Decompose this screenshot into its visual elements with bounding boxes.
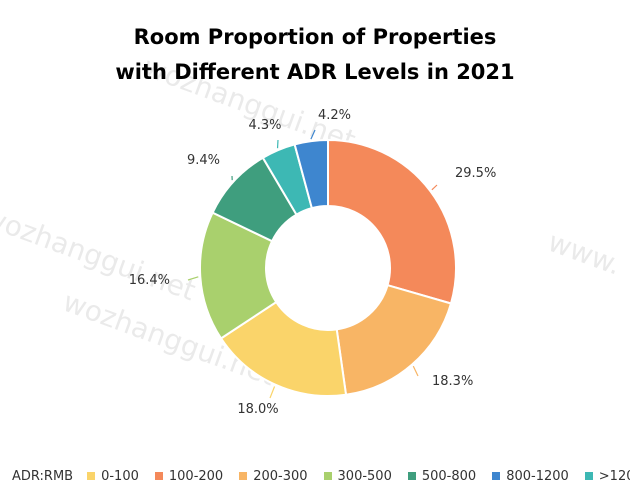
chart-title-line-2: with Different ADR Levels in 2021 xyxy=(115,60,515,84)
slice-label-100-200: 29.5% xyxy=(455,166,496,181)
legend-swatch xyxy=(239,472,248,480)
donut-slice-0-100 xyxy=(219,300,348,397)
legend-swatch xyxy=(323,472,332,480)
leader-line-100-200 xyxy=(431,184,438,191)
slice-label-500-800: 9.4% xyxy=(187,153,220,168)
legend-item-0-100: 0-100 xyxy=(87,469,139,484)
legend-item->1200: >1200 xyxy=(584,468,630,484)
leader-line-200-300 xyxy=(412,365,419,377)
legend-label: 100-200 xyxy=(168,468,224,484)
slice-label-200-300: 18.3% xyxy=(432,374,473,389)
donut-slice-100-200 xyxy=(327,138,457,305)
legend-swatch xyxy=(87,472,96,480)
slice-label->1200: 4.3% xyxy=(248,118,281,133)
legend-swatch xyxy=(407,472,416,480)
slice-label-300-500: 16.4% xyxy=(129,273,170,288)
legend-title: ADR:RMB xyxy=(12,468,74,484)
legend-label: 300-500 xyxy=(337,468,392,484)
chart-title-line-1: Room Proportion of Properties xyxy=(133,25,497,49)
legend-label: >1200 xyxy=(598,468,630,484)
legend-swatch xyxy=(154,472,163,480)
leader-line-800-1200 xyxy=(310,129,316,140)
legend-label: 500-800 xyxy=(421,468,477,484)
leader-line-0-100 xyxy=(269,386,276,399)
leader-line-300-500 xyxy=(187,276,199,281)
legend-item-100-200: 100-200 xyxy=(154,468,224,484)
legend-swatch xyxy=(492,472,501,480)
legend-swatch xyxy=(584,472,593,480)
donut-slice-800-1200 xyxy=(293,138,329,210)
legend-item-200-300: 200-300 xyxy=(239,468,308,484)
slice-label-0-100: 18.0% xyxy=(237,402,278,417)
legend: ADR:RMB 0-100 100-200 200-300 300-500 500-80… xyxy=(12,466,630,486)
donut-slice-200-300 xyxy=(335,283,453,396)
slice-label-800-1200: 4.2% xyxy=(318,108,351,123)
legend-label: 0-100 xyxy=(101,468,139,484)
legend-item-300-500: 300-500 xyxy=(323,468,392,484)
legend-item-800-1200: 800-1200 xyxy=(492,469,569,484)
legend-item-500-800: 500-800 xyxy=(407,468,477,484)
legend-label: 800-1200 xyxy=(506,468,569,484)
legend-label: 200-300 xyxy=(253,468,308,484)
chart-title: Room Proportion of Properties with Diffe… xyxy=(0,20,630,90)
